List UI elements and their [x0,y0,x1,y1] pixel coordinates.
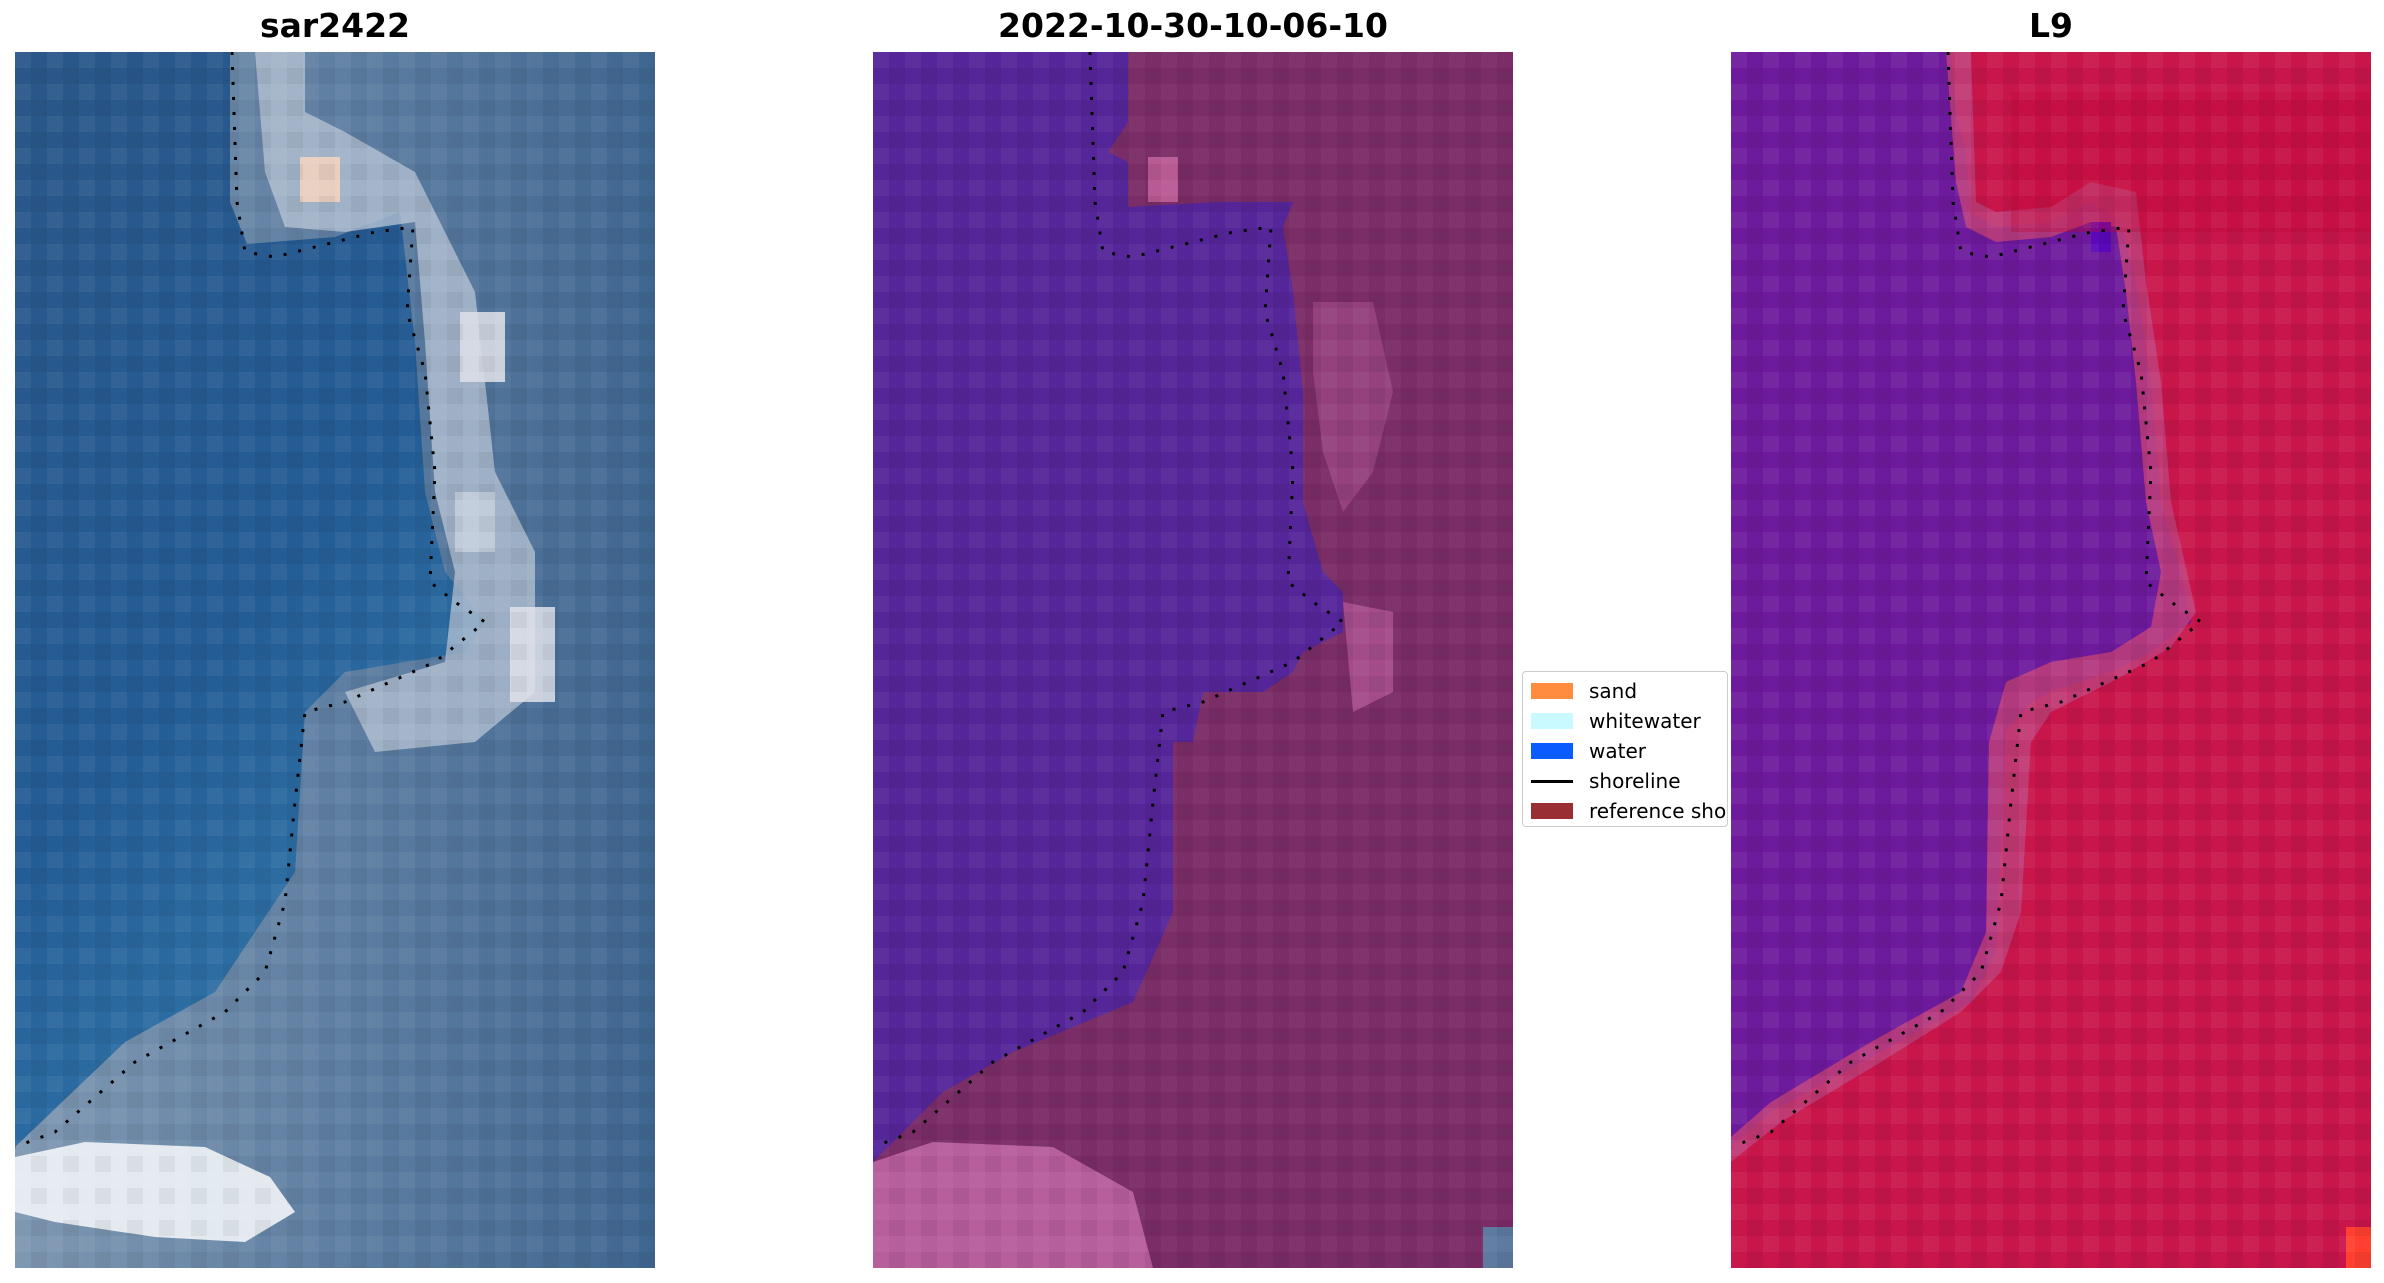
legend-item-sand: sand [1531,676,1727,706]
legend-item-whitewater: whitewater [1531,706,1727,736]
legend-label-water: water [1589,739,1646,763]
reference-swatch [1531,803,1573,819]
l9-image [1731,52,2371,1268]
legend-label-whitewater: whitewater [1589,709,1701,733]
legend-label-reference: reference sho [1589,799,1727,823]
rgb-image-panel [15,52,655,1268]
sand-swatch [1531,683,1573,699]
l9-image-panel [1731,52,2371,1268]
legend-item-reference: reference sho [1531,796,1727,826]
legend-label-shoreline: shoreline [1589,769,1681,793]
panel-title-2: 2022-10-30-10-06-10 [998,6,1388,45]
legend-item-shoreline: shoreline [1531,766,1727,796]
legend-label-sand: sand [1589,679,1638,703]
shoreline-2 [873,52,1346,1149]
panel-title-3: L9 [2029,6,2073,45]
water-swatch [1531,743,1573,759]
panel-title-1: sar2422 [259,6,411,45]
legend-item-water: water [1531,736,1727,766]
shoreline-line-swatch [1531,779,1573,783]
rgb-image [15,52,655,1268]
classified-image [873,52,1513,1268]
legend: sand whitewater water shoreline referenc… [1522,671,1728,827]
whitewater-swatch [1531,713,1573,729]
shoreline-3 [1731,52,2204,1149]
classified-image-panel [873,52,1513,1268]
shoreline-1 [15,52,488,1149]
